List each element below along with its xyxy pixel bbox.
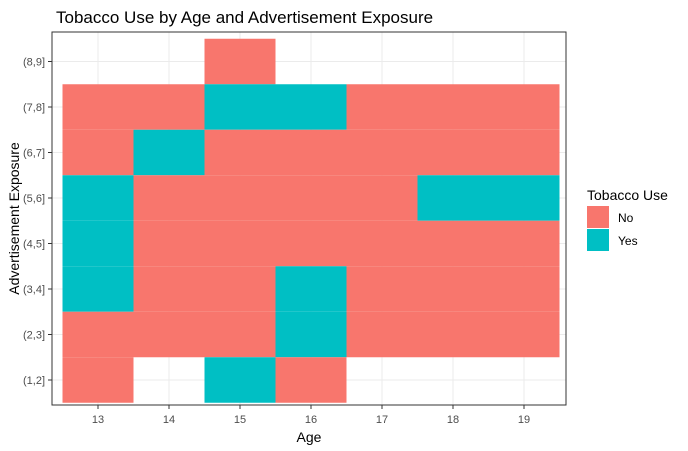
- heatmap-cell: [417, 84, 489, 130]
- heatmap-cell: [346, 220, 418, 267]
- heatmap-cell: [204, 175, 276, 221]
- x-tick-label: 18: [447, 414, 459, 426]
- heatmap-cell: [346, 175, 418, 221]
- x-tick-label: 16: [305, 414, 317, 426]
- heatmap-cell: [346, 129, 418, 176]
- heatmap-cell: [62, 129, 134, 176]
- legend-label-yes: Yes: [618, 234, 638, 248]
- y-tick-label: (6,7]: [23, 148, 45, 160]
- heatmap-cell: [204, 357, 276, 403]
- legend-label-no: No: [618, 211, 634, 225]
- heatmap-cell: [488, 266, 560, 312]
- legend-key-no: [587, 206, 609, 228]
- heatmap-cell: [62, 266, 134, 312]
- x-tick-label: 17: [376, 414, 388, 426]
- heatmap-cell: [488, 220, 560, 267]
- heatmap-cell: [417, 220, 489, 267]
- legend: Tobacco Use No Yes: [587, 187, 668, 251]
- heatmap-cell: [62, 84, 134, 130]
- y-tick-label: (8,9]: [23, 57, 45, 69]
- x-tick-label: 13: [92, 414, 104, 426]
- x-axis-ticks: 13 14 15 16 17 18 19: [92, 405, 530, 426]
- heatmap-cell: [275, 357, 347, 403]
- heatmap-cell: [488, 311, 560, 358]
- heatmap-cell: [133, 220, 205, 267]
- heatmap-cell: [346, 266, 418, 312]
- y-tick-label: (3,4]: [23, 284, 45, 296]
- x-tick-label: 15: [234, 414, 246, 426]
- legend-key-yes: [587, 229, 609, 251]
- x-tick-label: 14: [163, 414, 175, 426]
- heatmap-cell: [346, 84, 418, 130]
- y-tick-label: (7,8]: [23, 102, 45, 114]
- heatmap-cells: [62, 38, 560, 403]
- heatmap-cell: [133, 311, 205, 358]
- heatmap-cell: [417, 129, 489, 176]
- y-axis-title: Advertisement Exposure: [6, 142, 22, 295]
- heatmap-cell: [275, 266, 347, 312]
- chart-title: Tobacco Use by Age and Advertisement Exp…: [56, 8, 433, 27]
- heatmap-cell: [204, 38, 276, 85]
- heatmap-cell: [62, 175, 134, 221]
- legend-entries: No Yes: [587, 206, 638, 251]
- heatmap-cell: [417, 175, 489, 221]
- heatmap-cell: [133, 84, 205, 130]
- legend-title: Tobacco Use: [587, 187, 668, 203]
- y-axis-ticks: (1,2] (2,3] (3,4] (4,5] (5,6] (6,7] (7,8] (8,9]: [23, 57, 52, 387]
- heatmap-cell: [62, 357, 134, 403]
- heatmap-cell: [204, 220, 276, 267]
- heatmap-cell: [488, 129, 560, 176]
- heatmap-cell: [275, 129, 347, 176]
- x-tick-label: 19: [518, 414, 530, 426]
- x-axis-title: Age: [297, 429, 322, 445]
- heatmap-cell: [275, 84, 347, 130]
- y-tick-label: (2,3]: [23, 330, 45, 342]
- heatmap-cell: [133, 175, 205, 221]
- heatmap-cell: [275, 220, 347, 267]
- heatmap-cell: [417, 266, 489, 312]
- heatmap-cell: [275, 175, 347, 221]
- heatmap-cell: [62, 220, 134, 267]
- panel-border: [51, 31, 567, 406]
- heatmap-cell: [488, 175, 560, 221]
- y-tick-label: (4,5]: [23, 239, 45, 251]
- heatmap-cell: [204, 129, 276, 176]
- heatmap-cell: [346, 311, 418, 358]
- heatmap-cell: [204, 311, 276, 358]
- heatmap-cell: [417, 311, 489, 358]
- plot-area: 13 14 15 16 17 18 19 (1,2] (2,3] (3,4] (4,5] (5,6]…: [23, 31, 567, 426]
- heatmap-cell: [204, 84, 276, 130]
- heatmap-cell: [133, 266, 205, 312]
- y-tick-label: (1,2]: [23, 375, 45, 387]
- heatmap-cell: [204, 266, 276, 312]
- heatmap-cell: [275, 311, 347, 358]
- heatmap-cell: [62, 311, 134, 358]
- y-tick-label: (5,6]: [23, 193, 45, 205]
- heatmap-cell: [488, 84, 560, 130]
- heatmap-cell: [133, 129, 205, 176]
